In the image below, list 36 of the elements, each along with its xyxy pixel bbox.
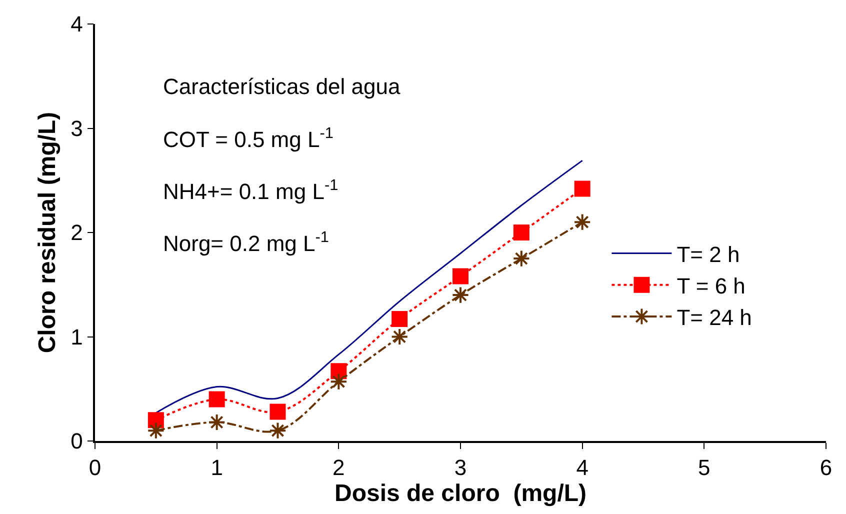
point xyxy=(392,311,408,328)
y-tick-label: 0 xyxy=(70,428,83,454)
x-tick-label: 5 xyxy=(698,455,710,480)
point xyxy=(268,422,287,440)
x-tick-label: 6 xyxy=(820,455,832,480)
point xyxy=(330,372,348,390)
point xyxy=(390,328,408,346)
x-tick-label: 3 xyxy=(454,455,467,480)
point xyxy=(513,224,530,240)
x-tick-label: 2 xyxy=(332,455,345,480)
point xyxy=(147,422,165,440)
point xyxy=(452,268,468,284)
point xyxy=(512,250,530,268)
point xyxy=(452,286,470,304)
point xyxy=(270,404,286,420)
point xyxy=(148,412,164,428)
annotation: Características del agua xyxy=(163,74,401,99)
x-axis-title: Dosis de cloro (mg/L) xyxy=(334,480,587,508)
annotation: NH4+= 0.1 mg L$^{-1}$ xyxy=(163,177,338,204)
point xyxy=(208,391,225,408)
point xyxy=(208,413,226,432)
y-tick-label: 1 xyxy=(70,324,83,350)
y-tick-label: 4 xyxy=(70,12,83,37)
legend-label: T= 2 h xyxy=(676,242,740,267)
x-tick-label: 1 xyxy=(210,455,223,480)
legend-label: T = 6 h xyxy=(676,273,746,298)
annotation: COT = 0.5 mg L$^{-1}$ xyxy=(163,125,334,152)
point xyxy=(574,213,592,231)
y-axis-title: Cloro residual (mg/L) xyxy=(34,112,62,354)
x-tick-label: 0 xyxy=(88,455,102,480)
annotation: Norg= 0.2 mg L$^{-1}$ xyxy=(163,229,329,256)
legend-label: T= 24 h xyxy=(676,305,752,330)
y-tick-label: 2 xyxy=(70,220,83,246)
point xyxy=(574,180,590,197)
x-tick-label: 4 xyxy=(576,455,588,480)
y-tick-label: 3 xyxy=(70,116,83,141)
